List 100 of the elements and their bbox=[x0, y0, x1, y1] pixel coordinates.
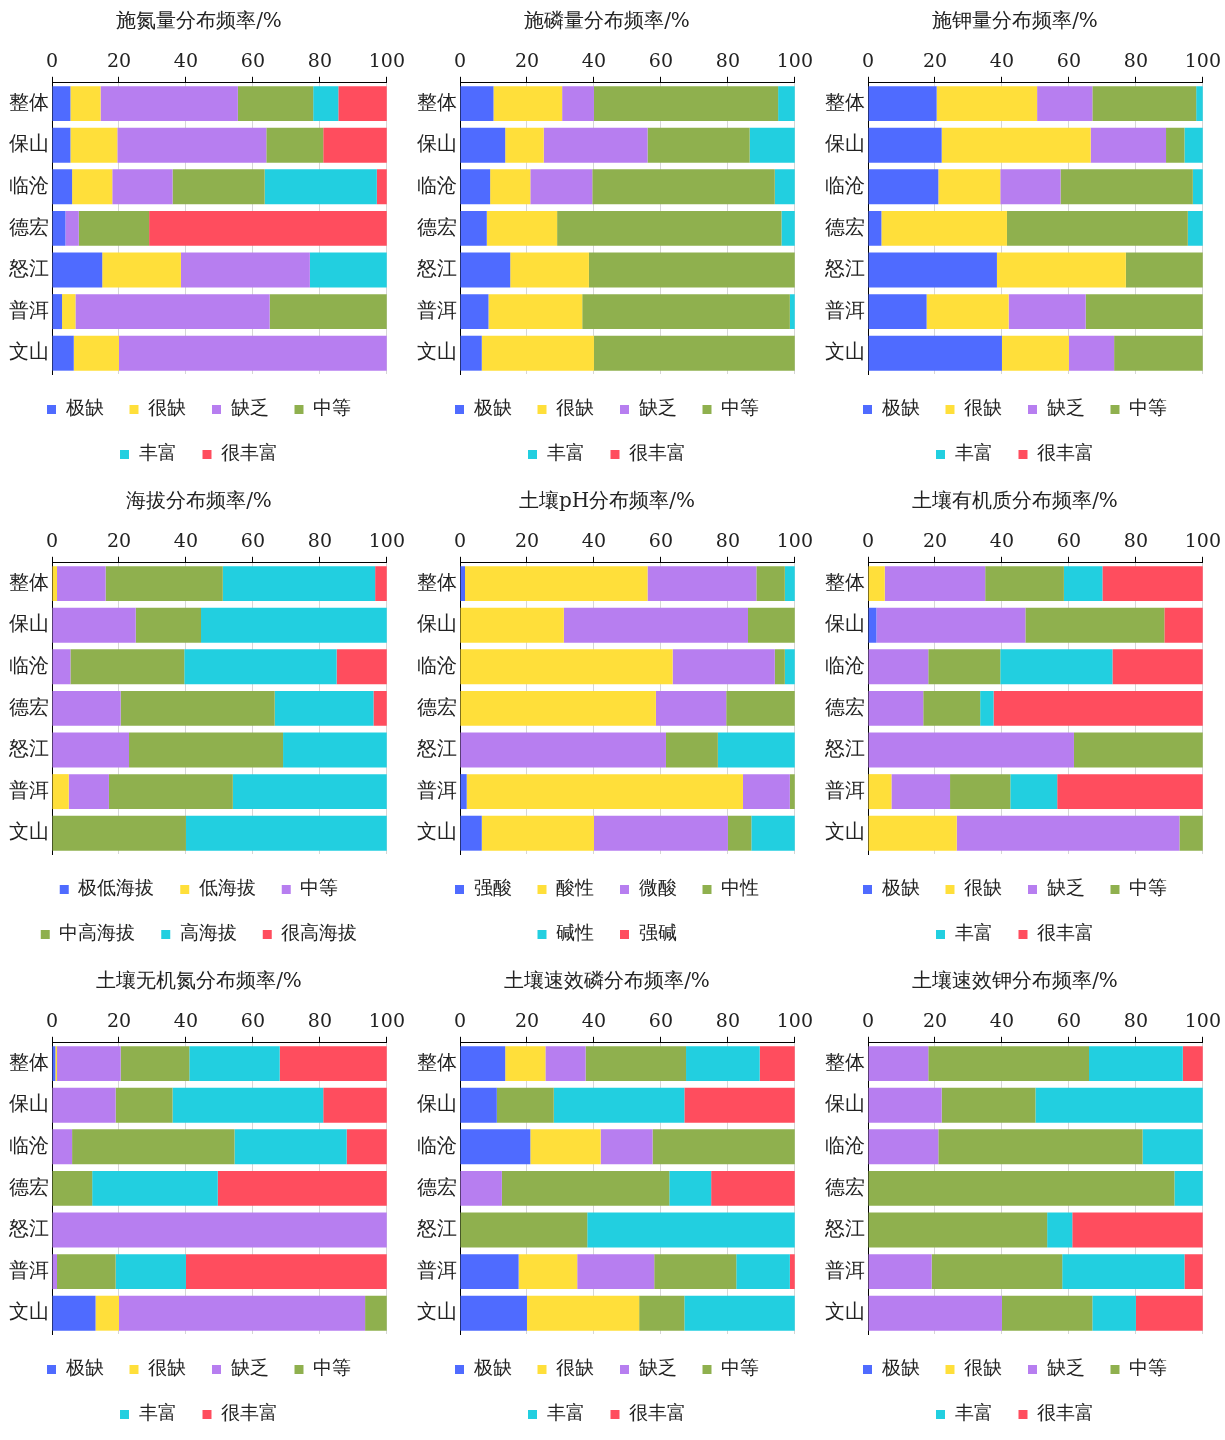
x-tick-label: 20 bbox=[514, 529, 540, 552]
bar bbox=[460, 1212, 588, 1248]
bar bbox=[1112, 649, 1203, 685]
x-tick-label: 60 bbox=[1056, 529, 1082, 552]
bar bbox=[185, 1254, 387, 1290]
bar bbox=[1142, 1129, 1203, 1165]
bar bbox=[928, 649, 1001, 685]
bar bbox=[201, 607, 387, 643]
y-tick-label: 临沧 bbox=[9, 1133, 49, 1157]
bar bbox=[686, 1046, 760, 1082]
y-tick-label: 临沧 bbox=[825, 1133, 865, 1157]
bar bbox=[868, 252, 997, 288]
legend-label: 极缺 bbox=[880, 876, 920, 899]
bar bbox=[717, 732, 795, 768]
y-tick-label: 怒江 bbox=[8, 1216, 49, 1241]
bar bbox=[985, 566, 1064, 602]
x-tick-label: 0 bbox=[861, 529, 875, 552]
bar bbox=[926, 294, 1009, 330]
y-tick-label: 德宏 bbox=[417, 1174, 457, 1199]
legend-label: 很缺 bbox=[964, 396, 1002, 419]
y-tick-label: 整体 bbox=[9, 569, 49, 594]
legend-label: 中高海拔 bbox=[59, 921, 136, 944]
bar bbox=[923, 690, 981, 726]
legend-label: 很高海拔 bbox=[281, 921, 358, 944]
bar bbox=[1089, 1046, 1183, 1082]
x-tick-label: 80 bbox=[1123, 1009, 1148, 1032]
bar bbox=[736, 1254, 790, 1290]
x-tick-label: 80 bbox=[715, 529, 740, 552]
legend-label: 极缺 bbox=[64, 1356, 104, 1379]
legend-label: 丰富 bbox=[954, 921, 993, 944]
y-tick-label: 整体 bbox=[417, 1049, 457, 1074]
bar bbox=[1184, 1254, 1203, 1290]
bar bbox=[72, 1129, 235, 1165]
bar bbox=[52, 1170, 93, 1206]
legend-label: 极缺 bbox=[472, 396, 512, 419]
legend-label: 很丰富 bbox=[629, 441, 686, 464]
bar bbox=[486, 210, 558, 246]
legend-label: 很丰富 bbox=[221, 1401, 278, 1424]
legend-label: 很缺 bbox=[556, 396, 594, 419]
bar bbox=[505, 127, 544, 163]
bar bbox=[105, 566, 223, 602]
bar bbox=[747, 607, 795, 643]
chart-title: 土壤pH分布频率/% bbox=[519, 488, 695, 513]
y-tick-label: 文山 bbox=[417, 1299, 457, 1324]
bar bbox=[1174, 1170, 1203, 1206]
legend-label: 缺乏 bbox=[230, 1356, 269, 1379]
y-tick-label: 怒江 bbox=[8, 256, 49, 281]
bar bbox=[460, 774, 467, 810]
bar bbox=[266, 127, 324, 163]
bar bbox=[868, 335, 1002, 371]
bar bbox=[980, 690, 994, 726]
x-tick-label: 100 bbox=[776, 1009, 813, 1032]
bar bbox=[1006, 210, 1188, 246]
bar bbox=[751, 815, 795, 851]
bar bbox=[585, 1046, 687, 1082]
bar bbox=[1179, 815, 1203, 851]
bar bbox=[593, 335, 795, 371]
y-tick-label: 怒江 bbox=[416, 1216, 457, 1241]
bar bbox=[1035, 1087, 1203, 1123]
x-tick-label: 20 bbox=[922, 529, 948, 552]
legend-label: 丰富 bbox=[954, 441, 993, 464]
x-tick-label: 20 bbox=[922, 1009, 948, 1032]
x-tick-label: 80 bbox=[307, 529, 332, 552]
bar bbox=[543, 127, 648, 163]
x-tick-label: 20 bbox=[514, 1009, 540, 1032]
bar bbox=[72, 169, 113, 205]
bar bbox=[868, 86, 937, 122]
bar bbox=[784, 566, 795, 602]
bar bbox=[587, 1212, 795, 1248]
bar bbox=[868, 1087, 942, 1123]
x-tick-label: 0 bbox=[861, 1009, 875, 1032]
y-tick-label: 整体 bbox=[825, 89, 865, 114]
bar bbox=[57, 1254, 116, 1290]
bar bbox=[936, 86, 1038, 122]
bar bbox=[577, 1254, 655, 1290]
y-tick-label: 德宏 bbox=[9, 214, 49, 239]
bar bbox=[941, 127, 1091, 163]
x-tick-label: 0 bbox=[861, 49, 875, 72]
y-tick-label: 普洱 bbox=[825, 1257, 865, 1282]
y-tick-label: 普洱 bbox=[417, 297, 457, 322]
bar bbox=[1060, 169, 1193, 205]
y-tick-label: 保山 bbox=[9, 131, 49, 156]
bar bbox=[1184, 127, 1203, 163]
bar bbox=[647, 566, 757, 602]
bar bbox=[1025, 607, 1165, 643]
legend-label: 缺乏 bbox=[230, 396, 269, 419]
legend-label: 很缺 bbox=[964, 876, 1002, 899]
legend-label: 碱性 bbox=[556, 921, 594, 944]
x-tick-label: 60 bbox=[648, 49, 674, 72]
bar bbox=[868, 815, 957, 851]
bar bbox=[956, 815, 1180, 851]
bar bbox=[460, 335, 482, 371]
bar bbox=[562, 86, 594, 122]
bar bbox=[996, 252, 1126, 288]
legend-label: 中等 bbox=[313, 396, 351, 419]
bar bbox=[592, 169, 775, 205]
x-tick-label: 20 bbox=[106, 49, 132, 72]
legend-label: 很丰富 bbox=[1037, 441, 1094, 464]
bar bbox=[868, 210, 882, 246]
bar bbox=[108, 774, 233, 810]
